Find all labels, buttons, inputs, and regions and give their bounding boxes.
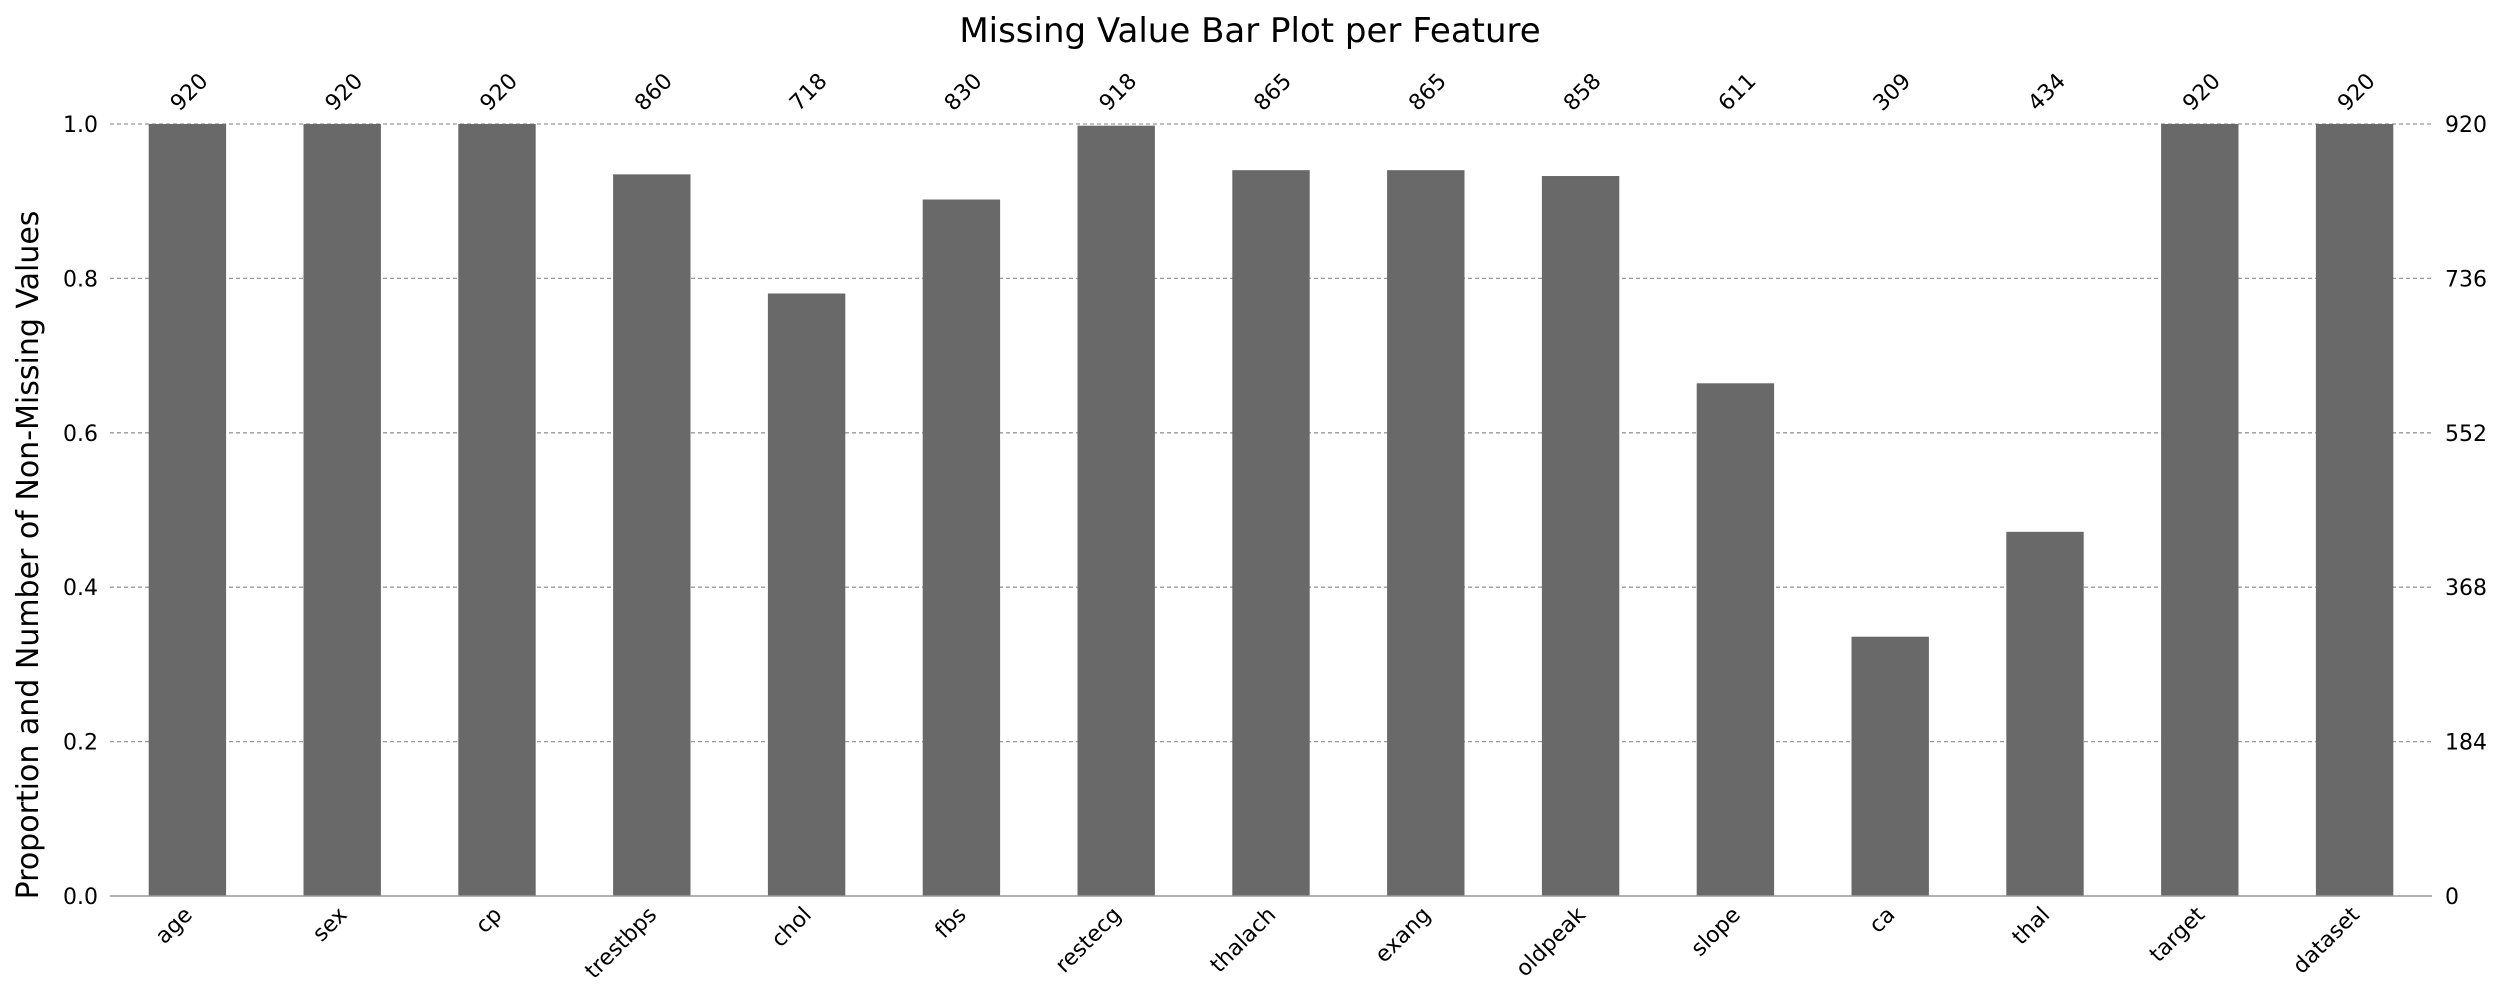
bar bbox=[2161, 124, 2239, 896]
y-right-tick-label: 184 bbox=[2445, 731, 2487, 756]
bar bbox=[1232, 170, 1310, 897]
y-tick-label: 0.2 bbox=[63, 731, 98, 756]
bar bbox=[1387, 170, 1465, 897]
y-right-tick-label: 0 bbox=[2445, 885, 2459, 910]
y-tick-label: 0.0 bbox=[63, 885, 98, 910]
y-tick-label: 0.8 bbox=[63, 267, 98, 292]
bar-count-label: 918 bbox=[1095, 69, 1142, 116]
bar-count-label: 611 bbox=[1714, 69, 1761, 116]
bars bbox=[148, 124, 2394, 897]
bar-count-label: 920 bbox=[321, 69, 368, 116]
bar bbox=[2315, 124, 2394, 896]
bar bbox=[2006, 531, 2084, 896]
y-tick-label: 1.0 bbox=[63, 113, 98, 138]
x-tick-label: thal bbox=[2008, 903, 2055, 950]
bar-count-label: 858 bbox=[1559, 69, 1606, 116]
bar-count-label: 309 bbox=[1869, 69, 1916, 116]
x-tick-label: chol bbox=[767, 903, 817, 953]
x-tick-label: trestbps bbox=[581, 903, 662, 984]
x-tick-label: dataset bbox=[2288, 902, 2365, 979]
x-tick-label: restecg bbox=[1051, 903, 1127, 979]
x-tick-label: exang bbox=[1371, 903, 1436, 968]
bar-count-label: 865 bbox=[1250, 69, 1297, 116]
y-right-tick-label: 368 bbox=[2445, 576, 2487, 601]
x-tick-label: age bbox=[151, 903, 198, 950]
x-tick-label: slope bbox=[1687, 903, 1746, 962]
bar bbox=[1851, 636, 1929, 896]
bar-count-label: 920 bbox=[476, 69, 523, 116]
bar bbox=[767, 293, 846, 896]
x-tick-label: fbs bbox=[931, 903, 972, 944]
x-tick-label: target bbox=[2145, 902, 2210, 967]
y-tick-label: 0.6 bbox=[63, 422, 98, 447]
y-right-tick-label: 552 bbox=[2445, 422, 2487, 447]
bar-count-label: 865 bbox=[1404, 69, 1451, 116]
bar bbox=[148, 124, 227, 896]
bar bbox=[1541, 176, 1620, 896]
x-tick-label: thalach bbox=[1206, 903, 1281, 978]
x-tick-label: oldpeak bbox=[1511, 902, 1591, 982]
bar-count-label: 434 bbox=[2024, 69, 2071, 116]
bar-count-label: 860 bbox=[630, 69, 677, 116]
bar-count-label: 920 bbox=[2178, 69, 2225, 116]
y-right-tick-label: 736 bbox=[2445, 267, 2487, 292]
bar-count-label: 920 bbox=[2333, 69, 2380, 116]
bar bbox=[1077, 125, 1155, 896]
bar-count-label: 718 bbox=[785, 69, 832, 116]
bar bbox=[1696, 383, 1775, 897]
x-tick-label: ca bbox=[1865, 903, 1901, 939]
bar bbox=[458, 124, 536, 896]
x-tick-label: sex bbox=[308, 903, 352, 947]
y-axis-label: Proportion and Number of Non-Missing Val… bbox=[11, 211, 46, 900]
bar bbox=[922, 199, 1001, 897]
y-tick-label: 0.4 bbox=[63, 576, 98, 601]
y-right-tick-label: 920 bbox=[2445, 113, 2487, 138]
bar-count-label: 920 bbox=[166, 69, 213, 116]
bar-count-label: 830 bbox=[940, 69, 987, 116]
chart-title: Missing Value Bar Plot per Feature bbox=[959, 11, 1540, 51]
x-tick-label: cp bbox=[471, 903, 507, 939]
bar bbox=[613, 174, 691, 896]
bar bbox=[303, 124, 381, 896]
